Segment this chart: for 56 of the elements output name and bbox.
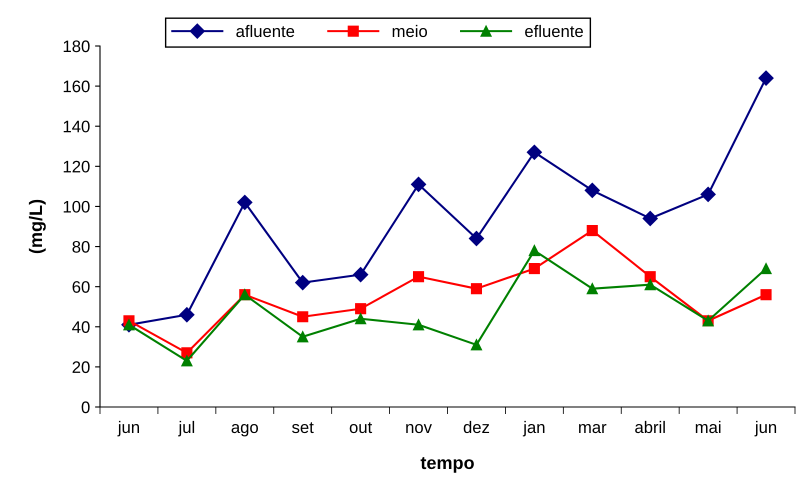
point	[586, 224, 598, 236]
legend-label: efluente	[525, 24, 583, 38]
point	[644, 279, 656, 290]
y-tick-label: 80	[72, 240, 90, 253]
point	[470, 339, 482, 350]
point	[353, 267, 368, 282]
x-tick-label: jun	[754, 420, 776, 436]
point	[584, 182, 600, 198]
point	[181, 355, 192, 366]
x-tick-label: out	[350, 422, 372, 434]
x-tick-label: mai	[696, 420, 720, 434]
y-axis-title: (mg/L)	[28, 200, 46, 254]
point	[295, 275, 310, 290]
point	[760, 289, 772, 300]
point	[297, 331, 308, 342]
point	[528, 245, 540, 256]
x-tick-label: ago	[232, 424, 258, 436]
point	[470, 283, 482, 294]
point	[355, 313, 366, 324]
legend-label: afluente	[236, 24, 294, 38]
point	[297, 311, 308, 322]
point	[700, 186, 716, 202]
x-axis-title: tempo	[420, 457, 474, 473]
point	[526, 144, 542, 160]
point	[644, 271, 656, 282]
y-tick-label: 20	[72, 361, 90, 374]
point	[412, 271, 424, 282]
point	[586, 283, 598, 294]
point	[528, 263, 540, 274]
y-tick-label: 160	[64, 80, 90, 92]
legend-label: meio	[392, 24, 428, 38]
point	[468, 230, 484, 246]
y-tick-label: 60	[72, 281, 90, 293]
y-tick-label: 0	[82, 401, 90, 414]
x-tick-label: jan	[522, 420, 544, 436]
x-tick-label: abril	[635, 420, 665, 434]
point	[760, 263, 772, 274]
point	[237, 194, 252, 210]
point	[758, 70, 774, 86]
point	[410, 176, 426, 192]
x-tick-label: nov	[406, 424, 432, 434]
point	[179, 307, 194, 322]
point	[355, 303, 366, 314]
point	[123, 319, 135, 330]
point	[642, 210, 658, 226]
x-tick-label: set	[292, 422, 314, 434]
y-tick-label: 180	[64, 40, 90, 52]
y-tick-label: 40	[72, 321, 90, 333]
x-tick-label: dez	[464, 420, 490, 434]
x-tick-label: mar	[579, 424, 606, 434]
x-tick-label: jun	[117, 420, 139, 436]
y-tick-label: 140	[64, 120, 90, 132]
y-tick-label: 120	[64, 160, 90, 173]
point	[412, 319, 424, 330]
x-tick-label: jul	[178, 420, 194, 436]
y-tick-label: 100	[64, 200, 90, 213]
